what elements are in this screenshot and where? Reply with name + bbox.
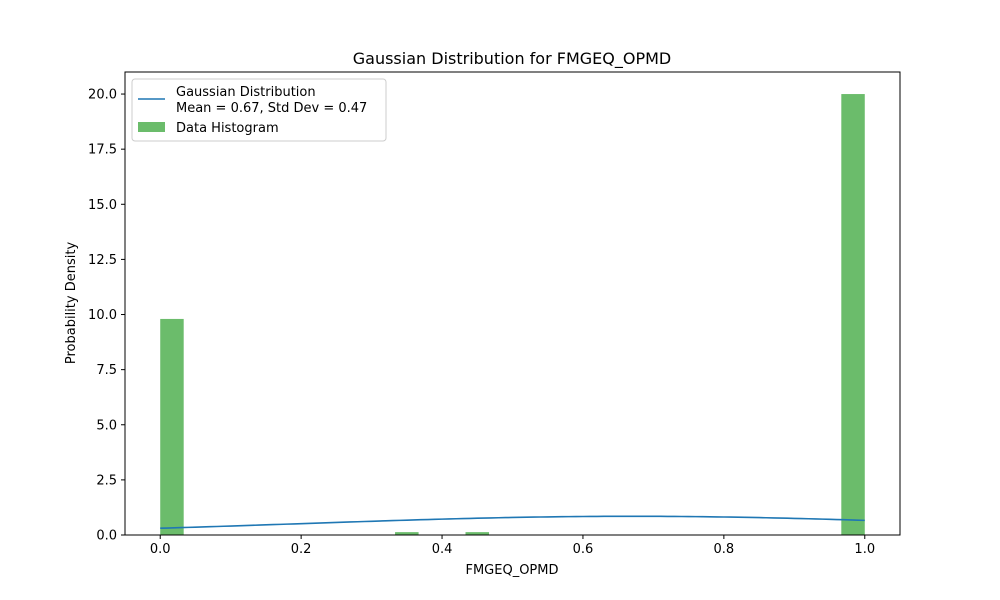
legend-gaussian-label-line1: Gaussian Distribution: [176, 85, 316, 100]
histogram-bar: [160, 318, 184, 535]
legend-histogram-label: Data Histogram: [176, 121, 279, 136]
y-tick-label: 20.0: [88, 88, 117, 103]
y-tick-label: 5.0: [96, 418, 117, 433]
plot-area: [124, 71, 901, 536]
x-axis-label: FMGEQ_OPMD: [465, 563, 558, 578]
y-tick-label: 12.5: [88, 253, 117, 268]
x-tick-label: 0.2: [291, 542, 312, 557]
y-tick-label: 17.5: [88, 143, 117, 158]
y-axis: 0.0 2.5 5.0 7.5 10.0 12.5 15.0 17.5 20.0: [88, 88, 125, 544]
x-tick-label: 0.8: [714, 542, 735, 557]
chart-title: Gaussian Distribution for FMGEQ_OPMD: [353, 49, 671, 69]
y-tick-label: 15.0: [88, 198, 117, 213]
x-tick-label: 0.6: [573, 542, 594, 557]
y-tick-label: 10.0: [88, 308, 117, 323]
x-tick-label: 0.0: [150, 542, 171, 557]
x-axis: 0.0 0.2 0.4 0.6 0.8 1.0: [150, 535, 875, 557]
y-tick-label: 2.5: [96, 473, 117, 488]
histogram-bar: [465, 532, 490, 535]
gaussian-curve: [160, 515, 865, 530]
y-tick-label: 0.0: [96, 529, 117, 544]
x-tick-label: 1.0: [854, 542, 875, 557]
x-tick-label: 0.4: [432, 542, 453, 557]
legend-box: [131, 78, 387, 142]
histogram-bar: [395, 532, 419, 535]
legend-histogram-swatch: [138, 122, 165, 132]
y-axis-label: Probability Density: [64, 242, 79, 365]
histogram-bar: [841, 94, 865, 536]
y-tick-label: 7.5: [96, 363, 117, 378]
plot-frame: [124, 71, 901, 536]
legend-gaussian-label-line2: Mean = 0.67, Std Dev = 0.47: [176, 101, 367, 116]
